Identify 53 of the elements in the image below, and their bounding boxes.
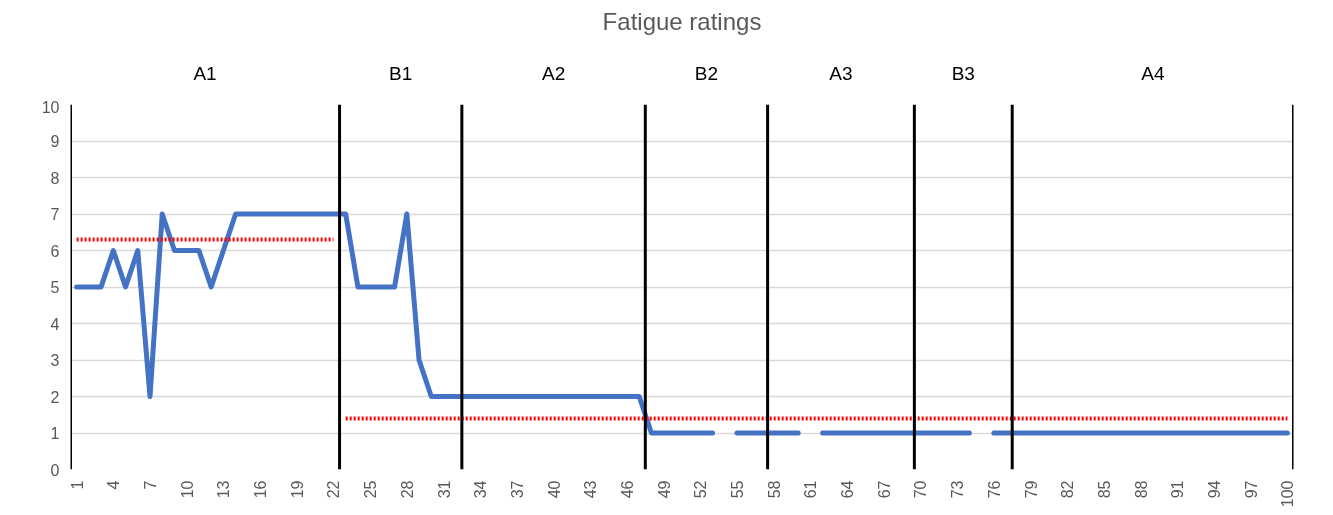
x-tick-label: 79 bbox=[1022, 480, 1040, 499]
x-tick-label: 31 bbox=[435, 480, 453, 499]
x-tick-label: 46 bbox=[618, 480, 636, 499]
x-tick-label: 67 bbox=[875, 480, 893, 499]
text: A3 bbox=[829, 62, 853, 84]
chart-title: Fatigue ratings bbox=[602, 7, 762, 35]
x-tick-label: 22 bbox=[325, 480, 343, 499]
x-tick-label: 16 bbox=[252, 480, 270, 499]
x-tick-label: 64 bbox=[839, 480, 857, 499]
x-tick-label: 97 bbox=[1242, 480, 1260, 499]
y-tick-label: 5 bbox=[50, 279, 60, 296]
text: B3 bbox=[951, 62, 975, 84]
x-tick-label: 52 bbox=[692, 480, 710, 499]
x-tick-label: 49 bbox=[655, 480, 673, 499]
y-tick-label: 0 bbox=[50, 461, 60, 479]
x-tick-label: 28 bbox=[398, 480, 416, 499]
x-tick-label: 19 bbox=[288, 480, 306, 499]
x-tick-label: 37 bbox=[508, 480, 526, 499]
y-tick-label: 9 bbox=[50, 133, 60, 150]
x-tick-label: 25 bbox=[362, 480, 380, 499]
x-tick-label: 85 bbox=[1095, 480, 1113, 499]
x-tick-label: 70 bbox=[912, 480, 930, 499]
x-tick-label: 4 bbox=[105, 480, 123, 490]
text: A2 bbox=[541, 62, 566, 84]
x-tick-label: 7 bbox=[141, 480, 159, 490]
x-tick-label: 13 bbox=[215, 480, 233, 499]
text: A1 bbox=[193, 62, 217, 84]
x-tick-label: 91 bbox=[1169, 480, 1187, 499]
y-tick-label: 10 bbox=[41, 98, 60, 116]
text: B2 bbox=[694, 62, 719, 84]
x-tick-label: 100 bbox=[1279, 480, 1297, 508]
y-tick-label: 6 bbox=[50, 242, 60, 260]
x-tick-label: 73 bbox=[949, 480, 967, 499]
x-tick-label: 34 bbox=[472, 480, 490, 499]
text: A4 bbox=[1141, 62, 1165, 84]
y-tick-label: 3 bbox=[50, 352, 60, 369]
x-tick-label: 88 bbox=[1132, 480, 1150, 499]
x-tick-label: 58 bbox=[765, 480, 783, 499]
x-tick-label: 40 bbox=[545, 480, 563, 499]
y-tick-label: 1 bbox=[50, 425, 60, 442]
x-tick-label: 94 bbox=[1206, 480, 1224, 499]
x-tick-label: 82 bbox=[1059, 480, 1077, 499]
y-tick-label: 2 bbox=[50, 388, 60, 406]
x-tick-label: 43 bbox=[582, 480, 600, 499]
y-tick-label: 4 bbox=[50, 315, 60, 333]
x-tick-label: 61 bbox=[802, 480, 820, 499]
x-tick-label: 1 bbox=[68, 480, 86, 490]
y-tick-label: 8 bbox=[50, 169, 60, 187]
x-tick-label: 10 bbox=[178, 480, 196, 499]
x-tick-label: 76 bbox=[985, 480, 1003, 499]
x-tick-label: 55 bbox=[729, 480, 747, 499]
text: B1 bbox=[389, 62, 413, 84]
y-tick-label: 7 bbox=[50, 206, 60, 223]
